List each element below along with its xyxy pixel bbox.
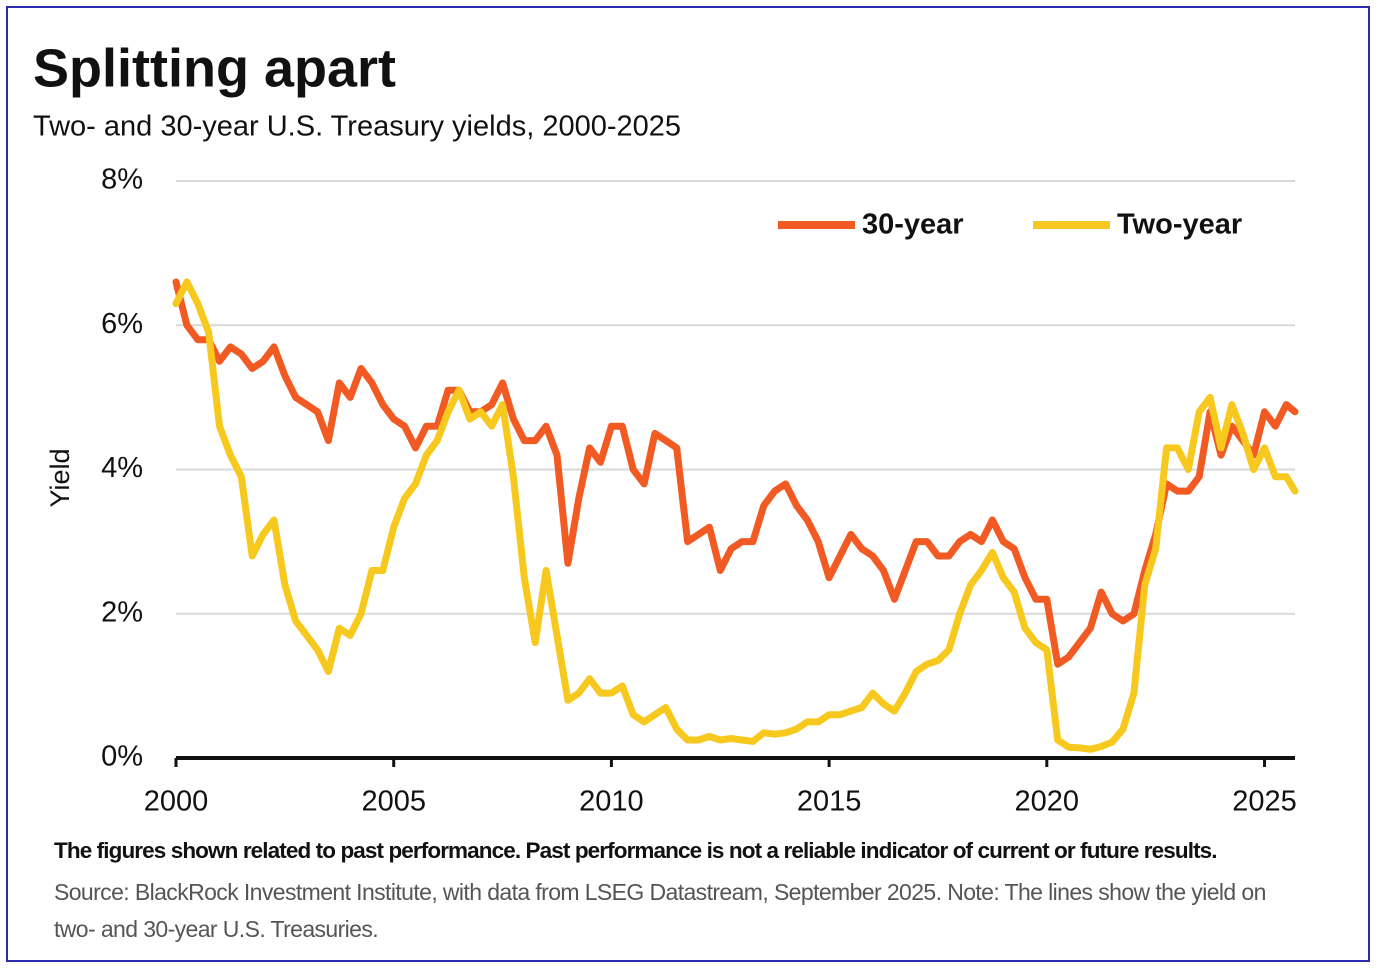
y-tick-label: 8% xyxy=(101,164,143,196)
series-line xyxy=(172,278,1299,753)
y-axis-label: Yield xyxy=(45,448,75,507)
chart-title: Splitting apart xyxy=(33,38,396,98)
legend-label: 30-year xyxy=(862,209,964,241)
y-tick-label: 4% xyxy=(101,452,143,484)
x-tick-label: 2005 xyxy=(361,786,426,818)
disclaimer: The figures shown related to past perfor… xyxy=(54,838,1218,863)
frame xyxy=(6,6,1370,962)
x-tick-label: 2000 xyxy=(144,786,209,818)
x-tick-label: 2010 xyxy=(579,786,644,818)
source-note: Source: BlackRock Investment Institute, … xyxy=(54,879,1266,942)
y-tick-label: 2% xyxy=(101,596,143,628)
series-line xyxy=(172,278,1299,668)
chart-subtitle: Two- and 30-year U.S. Treasury yields, 2… xyxy=(33,111,681,143)
x-tick-label: 2020 xyxy=(1015,786,1080,818)
y-tick-label: 6% xyxy=(101,308,143,340)
x-tick-label: 2025 xyxy=(1232,786,1297,818)
y-tick-label: 0% xyxy=(101,741,143,773)
x-tick-label: 2015 xyxy=(797,786,862,818)
legend-label: Two-year xyxy=(1117,209,1242,241)
